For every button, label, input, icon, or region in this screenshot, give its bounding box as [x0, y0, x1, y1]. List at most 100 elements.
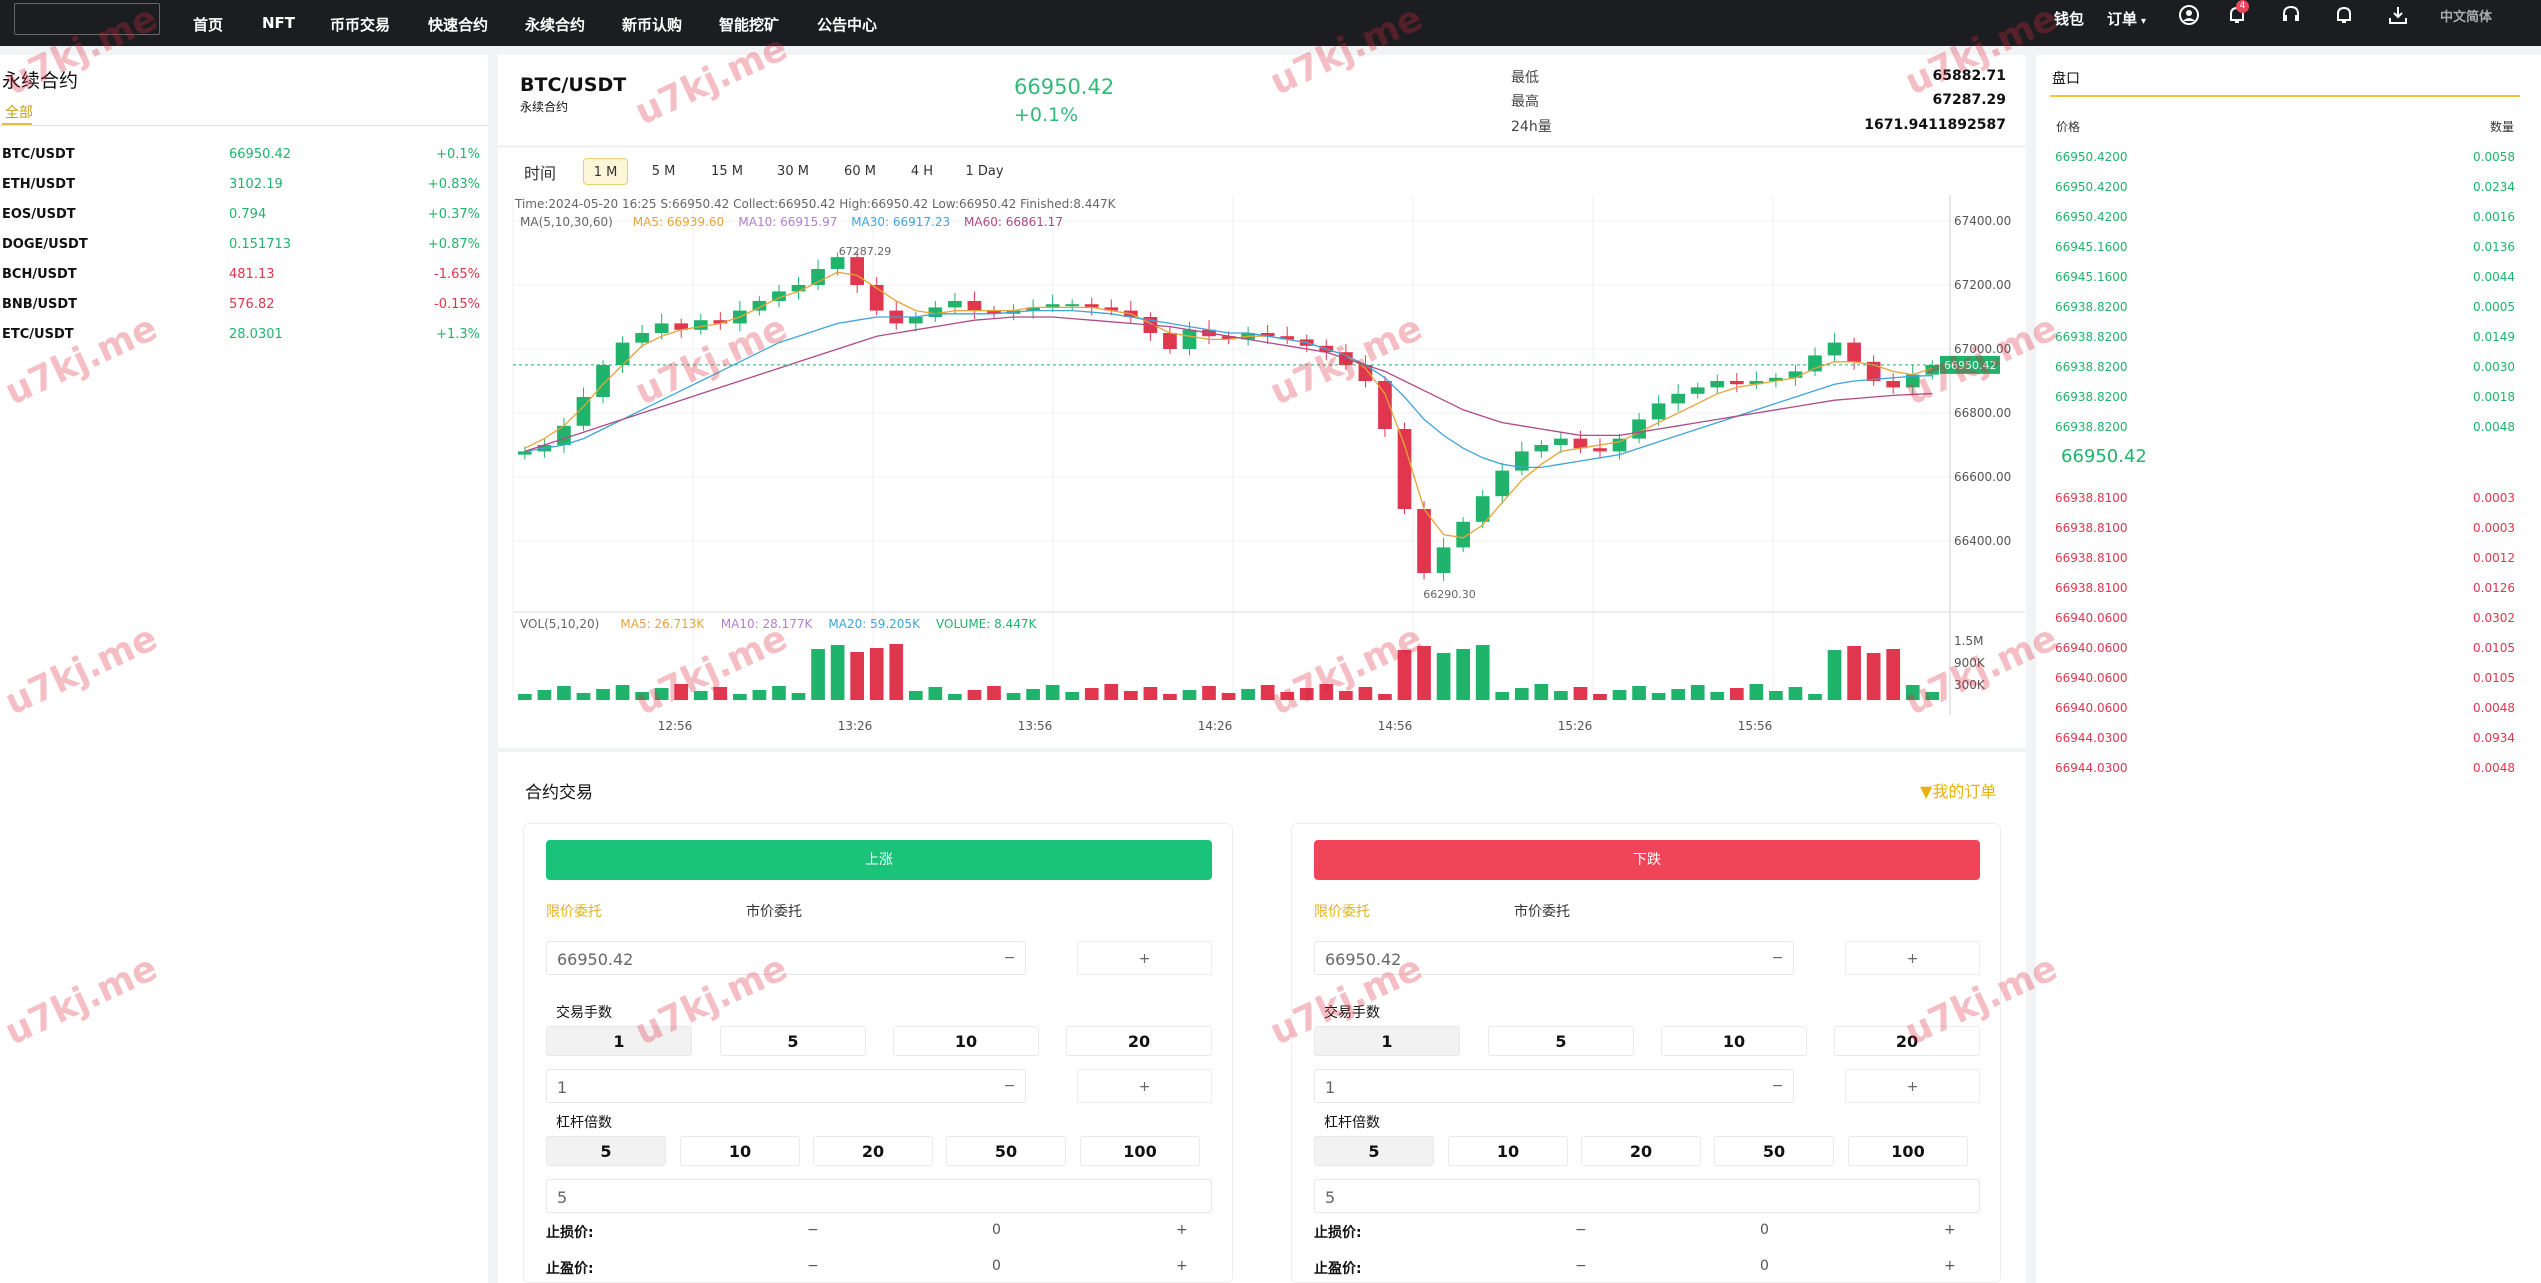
buy-lots-minus[interactable]: − — [1003, 1078, 1016, 1094]
timeframe-4h[interactable]: 4 H — [910, 164, 934, 179]
orderbook-bid-row[interactable]: 66938.8200 0.0048 — [2055, 420, 2515, 450]
sell-sl-value[interactable]: 0 — [1760, 1222, 1769, 1238]
buy-leverage-input[interactable]: 5 — [546, 1179, 1212, 1213]
headset-icon[interactable] — [2280, 4, 2302, 26]
candle[interactable] — [693, 320, 708, 330]
orderbook-bid-row[interactable]: 66938.8200 0.0030 — [2055, 360, 2515, 390]
candle[interactable] — [1397, 429, 1412, 509]
buy-tp-value[interactable]: 0 — [992, 1258, 1001, 1274]
logo-image[interactable] — [14, 3, 160, 35]
candle[interactable] — [1827, 342, 1842, 356]
timeframe-30m[interactable]: 30 M — [777, 164, 809, 179]
candle[interactable] — [1847, 342, 1861, 362]
candle[interactable] — [869, 285, 884, 311]
buy-lots-option[interactable]: 20 — [1066, 1026, 1212, 1056]
orderbook-bid-row[interactable]: 66950.4200 0.0016 — [2055, 210, 2515, 240]
candle[interactable] — [713, 320, 728, 324]
sell-leverage-option[interactable]: 50 — [1714, 1136, 1834, 1166]
candle[interactable] — [1671, 393, 1686, 404]
sell-lots-option[interactable]: 10 — [1661, 1026, 1807, 1056]
candle[interactable] — [1104, 307, 1119, 311]
buy-leverage-option[interactable]: 50 — [946, 1136, 1066, 1166]
candle[interactable] — [811, 269, 825, 285]
candle[interactable] — [1221, 336, 1236, 340]
candle[interactable] — [1905, 374, 1920, 388]
nav-mining[interactable]: 智能挖矿 — [719, 16, 780, 34]
orderbook-ask-row[interactable]: 66940.0600 0.0105 — [2055, 671, 2515, 701]
candle[interactable] — [674, 323, 689, 330]
candle[interactable] — [1788, 371, 1803, 378]
orderbook-ask-row[interactable]: 66944.0300 0.0934 — [2055, 731, 2515, 761]
language-switch[interactable]: 中文简体 — [2440, 10, 2493, 25]
candle[interactable] — [1026, 307, 1040, 311]
candle[interactable] — [1163, 333, 1177, 349]
orderbook-ask-row[interactable]: 66944.0300 0.0048 — [2055, 761, 2515, 791]
buy-lots-input[interactable]: 1 — [546, 1069, 1026, 1103]
candle[interactable] — [987, 310, 1001, 314]
candle[interactable] — [1260, 333, 1275, 337]
candle[interactable] — [1554, 438, 1568, 445]
orderbook-bid-row[interactable]: 66945.1600 0.0136 — [2055, 240, 2515, 270]
orderbook-ask-row[interactable]: 66940.0600 0.0105 — [2055, 641, 2515, 671]
candle[interactable] — [1710, 381, 1725, 388]
market-row[interactable]: BTC/USDT 66950.42 +0.1% — [0, 147, 485, 177]
nav-quick-contract[interactable]: 快速合约 — [428, 16, 489, 34]
sell-lots-plus[interactable]: + — [1845, 1069, 1980, 1103]
buy-leverage-option[interactable]: 20 — [813, 1136, 933, 1166]
buy-market-tab[interactable]: 市价委托 — [746, 904, 802, 920]
buy-tp-minus[interactable]: − — [807, 1258, 819, 1274]
sell-tp-value[interactable]: 0 — [1760, 1258, 1769, 1274]
buy-leverage-option[interactable]: 100 — [1080, 1136, 1200, 1166]
candle[interactable] — [967, 301, 982, 311]
candle[interactable] — [654, 323, 669, 333]
buy-lots-option[interactable]: 1 — [546, 1026, 692, 1056]
orderbook-bid-row[interactable]: 66950.4200 0.0058 — [2055, 150, 2515, 180]
buy-sl-minus[interactable]: − — [807, 1222, 819, 1238]
market-row[interactable]: EOS/USDT 0.794 +0.37% — [0, 207, 485, 237]
sell-sl-plus[interactable]: + — [1944, 1222, 1956, 1238]
market-row[interactable]: ETH/USDT 3102.19 +0.83% — [0, 177, 485, 207]
timeframe-60m[interactable]: 60 M — [844, 164, 876, 179]
candle[interactable] — [1280, 336, 1295, 340]
candle[interactable] — [1534, 445, 1549, 452]
sell-lots-option[interactable]: 1 — [1314, 1026, 1460, 1056]
buy-leverage-option[interactable]: 10 — [680, 1136, 800, 1166]
buy-lots-option[interactable]: 10 — [893, 1026, 1039, 1056]
orderbook-ask-row[interactable]: 66938.8100 0.0003 — [2055, 491, 2515, 521]
sell-limit-tab[interactable]: 限价委托 — [1314, 904, 1370, 920]
timeframe-5m[interactable]: 5 M — [651, 164, 676, 179]
orderbook-ask-row[interactable]: 66938.8100 0.0012 — [2055, 551, 2515, 581]
sell-lots-option[interactable]: 5 — [1488, 1026, 1634, 1056]
sell-lots-option[interactable]: 20 — [1834, 1026, 1980, 1056]
sell-leverage-option[interactable]: 10 — [1448, 1136, 1568, 1166]
orderbook-ask-row[interactable]: 66940.0600 0.0302 — [2055, 611, 2515, 641]
candle[interactable] — [1769, 377, 1783, 381]
timeframe-15m[interactable]: 15 M — [711, 164, 743, 179]
buy-price-plus[interactable]: + — [1077, 941, 1212, 975]
buy-price-minus[interactable]: − — [1003, 950, 1016, 966]
candle[interactable] — [576, 397, 591, 426]
candle[interactable] — [1417, 509, 1431, 573]
market-row[interactable]: DOGE/USDT 0.151713 +0.87% — [0, 237, 485, 267]
candle[interactable] — [1456, 521, 1470, 548]
candle[interactable] — [1045, 304, 1060, 308]
candle[interactable] — [1925, 365, 1940, 375]
candle[interactable] — [791, 285, 806, 292]
sell-leverage-input[interactable]: 5 — [1314, 1179, 1980, 1213]
sell-leverage-option[interactable]: 5 — [1314, 1136, 1434, 1166]
orderbook-bid-row[interactable]: 66945.1600 0.0044 — [2055, 270, 2515, 300]
candle[interactable] — [1573, 438, 1588, 449]
candle[interactable] — [1593, 448, 1607, 452]
candle[interactable] — [772, 291, 786, 301]
candle[interactable] — [1632, 419, 1646, 439]
sell-tp-plus[interactable]: + — [1944, 1258, 1956, 1274]
wallet-link[interactable]: 钱包 — [2054, 10, 2085, 28]
sell-price-input[interactable]: 66950.42 — [1314, 941, 1794, 975]
buy-tp-plus[interactable]: + — [1176, 1258, 1188, 1274]
buy-sl-plus[interactable]: + — [1176, 1222, 1188, 1238]
sell-tp-minus[interactable]: − — [1575, 1258, 1587, 1274]
my-orders-link[interactable]: ▼我的订单 — [1920, 778, 1996, 802]
tab-all[interactable]: 全部 — [5, 105, 33, 121]
user-icon[interactable] — [2178, 4, 2200, 26]
buy-price-input[interactable]: 66950.42 — [546, 941, 1026, 975]
